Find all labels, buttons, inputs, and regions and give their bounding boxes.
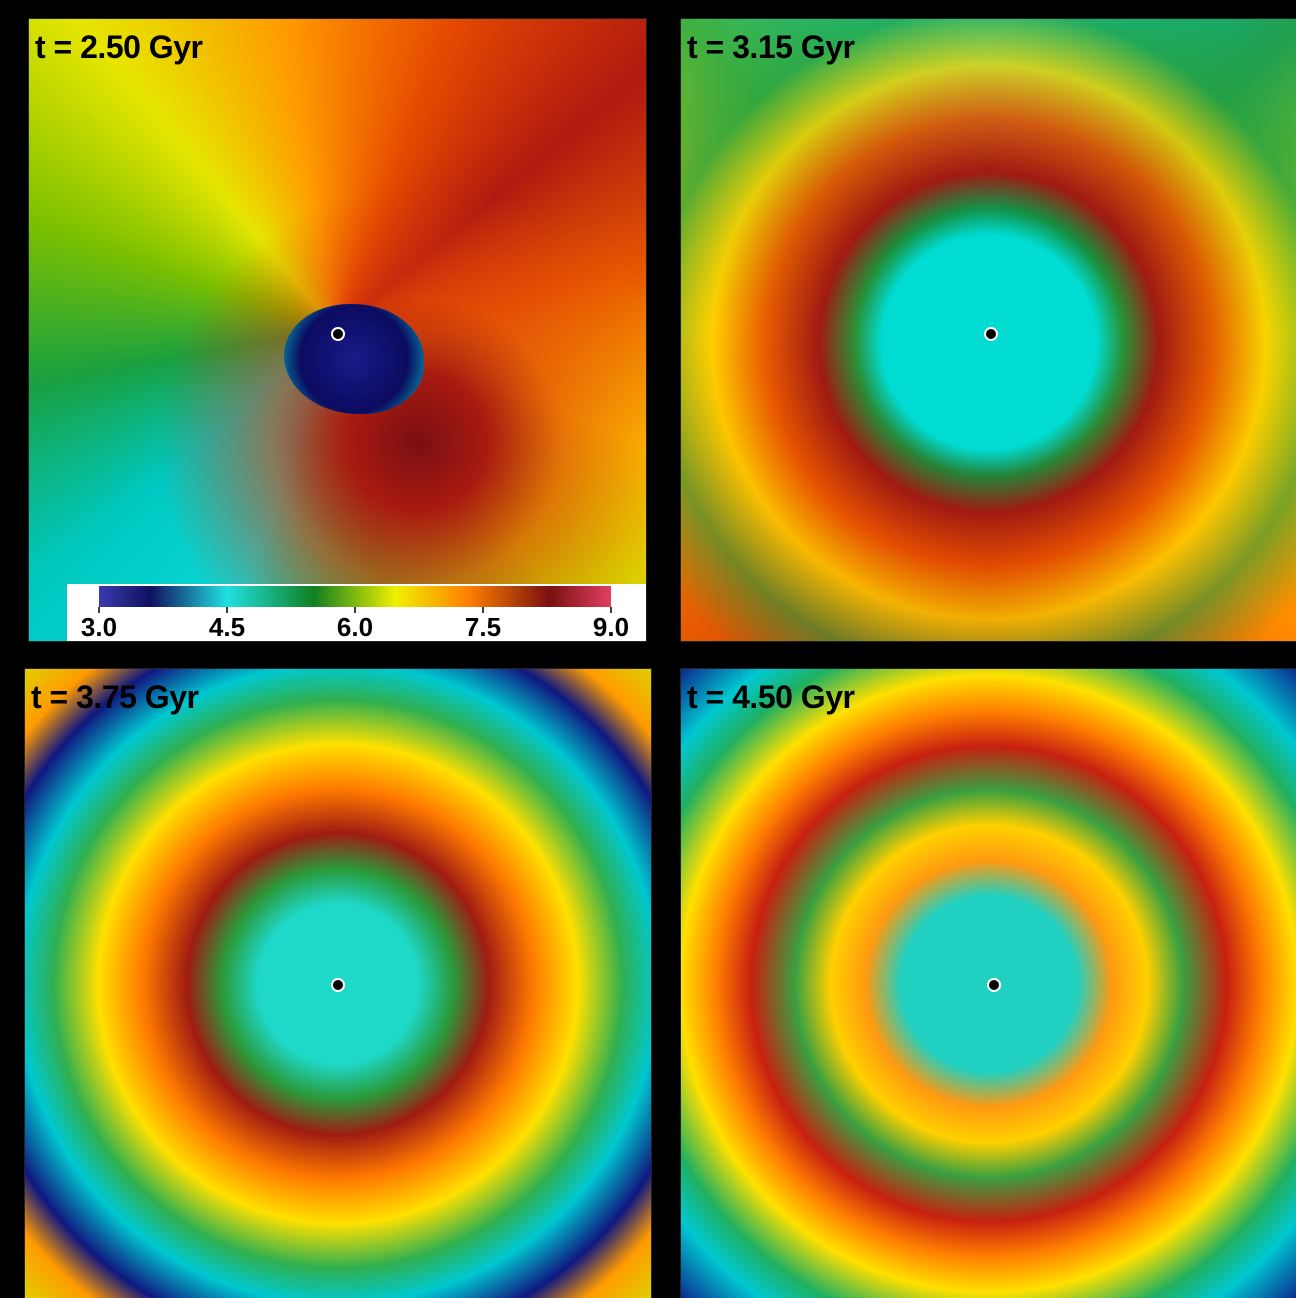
colorbar-gradient	[99, 586, 611, 607]
panel: t = 4.50 Gyr	[680, 668, 1296, 1298]
panel-label: t = 2.50 Gyr	[35, 29, 202, 66]
panel: t = 3.75 Gyr	[24, 668, 652, 1298]
center-marker	[331, 327, 345, 341]
center-marker	[987, 978, 1001, 992]
center-marker	[331, 978, 345, 992]
colorbar-tick-label: 6.0	[337, 612, 373, 642]
colorbar-tick-label: 4.5	[209, 612, 245, 642]
panel: t = 2.50 Gyr 3.0 4.5 6.0 7.5 9.0	[28, 18, 647, 642]
colorbar-tick-label: 9.0	[593, 612, 629, 642]
colorbar-svg: 3.0 4.5 6.0 7.5 9.0	[67, 584, 647, 642]
core-region	[284, 304, 424, 414]
panel-label: t = 3.15 Gyr	[687, 29, 854, 66]
panel-label: t = 3.75 Gyr	[31, 679, 198, 716]
colorbar-tick-label: 7.5	[465, 612, 501, 642]
colorbar: 3.0 4.5 6.0 7.5 9.0	[67, 584, 647, 642]
colorbar-tick-label: 3.0	[81, 612, 117, 642]
center-marker	[984, 327, 998, 341]
figure: t = 2.50 Gyr 3.0 4.5 6.0 7.5 9.0 t = 3.15 Gy…	[0, 0, 1296, 1298]
panel: t = 3.15 Gyr	[680, 18, 1296, 642]
panel-label: t = 4.50 Gyr	[687, 679, 854, 716]
